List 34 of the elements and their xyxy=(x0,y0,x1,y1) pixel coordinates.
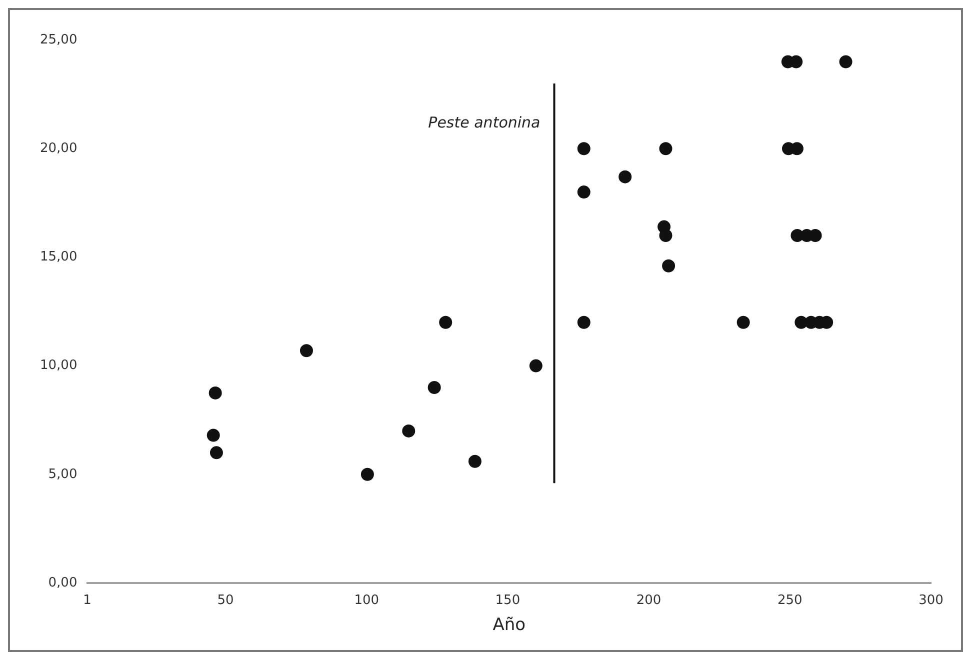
x-tick-label: 200 xyxy=(636,593,662,608)
point xyxy=(659,142,672,156)
x-tick-label: 150 xyxy=(495,593,520,608)
x-tick-label: 1 xyxy=(83,593,92,608)
point xyxy=(577,186,590,199)
point xyxy=(839,55,852,68)
annotation: Peste antonina xyxy=(428,113,540,132)
point xyxy=(360,468,374,481)
y-tick-label: 20,00 xyxy=(40,140,78,156)
point xyxy=(439,316,452,329)
point xyxy=(468,454,482,468)
point xyxy=(659,228,672,242)
y-tick-label: 15,00 xyxy=(40,250,78,265)
point xyxy=(577,316,590,329)
x-tick-label: 100 xyxy=(354,593,380,608)
y-tick-label: 5,00 xyxy=(48,466,78,482)
point xyxy=(206,428,220,442)
x-axis-title: Año xyxy=(492,615,526,636)
point xyxy=(428,381,441,394)
y-tick-label: 0,00 xyxy=(48,575,78,590)
x-tick-label: 250 xyxy=(777,593,802,608)
point xyxy=(208,386,222,400)
point xyxy=(662,259,676,272)
point xyxy=(529,359,542,372)
point xyxy=(210,446,223,460)
point xyxy=(618,170,632,184)
x-tick-label: 50 xyxy=(217,593,234,608)
point xyxy=(402,424,416,438)
y-tick-label: 25,00 xyxy=(40,32,78,48)
y-tick-label: 10,00 xyxy=(40,358,78,374)
x-tick-label: 300 xyxy=(918,593,944,608)
point xyxy=(300,344,313,358)
point xyxy=(736,316,750,329)
point xyxy=(577,142,590,156)
